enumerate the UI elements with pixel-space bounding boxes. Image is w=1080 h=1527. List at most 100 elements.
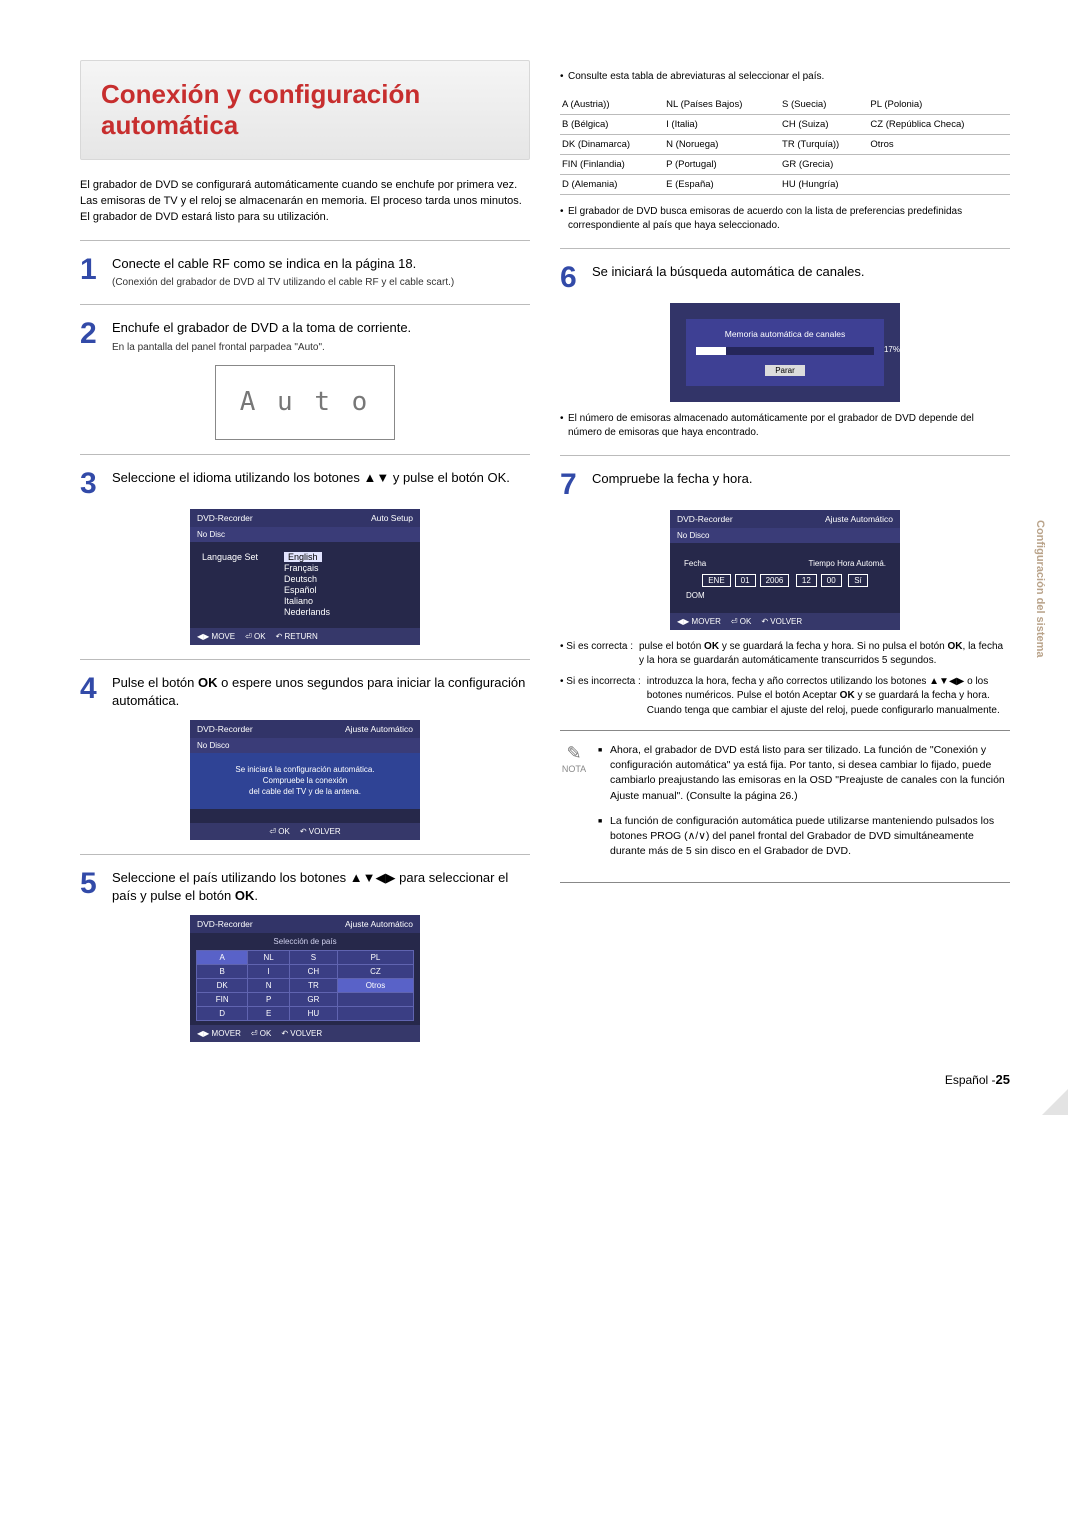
osd-hint: ⏎ OK — [251, 1029, 271, 1038]
osd-disc-bar: No Disco — [190, 738, 420, 753]
osd-hint: ◀▶ MOVE — [197, 632, 235, 641]
osd-subtitle: Ajuste Automático — [345, 724, 413, 734]
osd-autosetup: DVD-Recorder Ajuste Automático No Disco S… — [190, 720, 420, 840]
step-number: 6 — [560, 263, 584, 293]
divider — [80, 304, 530, 305]
osd-hint: ◀▶ MOVER — [677, 617, 721, 626]
step-sub: (Conexión del grabador de DVD al TV util… — [112, 276, 530, 290]
date-field: ENE — [702, 574, 730, 587]
osd-country: DVD-Recorder Ajuste Automático Selección … — [190, 915, 420, 1042]
step-lead: Se iniciará la búsqueda automática de ca… — [592, 263, 1010, 281]
step-number: 1 — [80, 255, 104, 290]
osd-title: DVD-Recorder — [677, 514, 733, 524]
auto-field: Sí — [848, 574, 868, 587]
divider — [560, 455, 1010, 456]
osd-label: Language Set — [202, 552, 262, 562]
osd-date: DVD-RecorderAjuste Automático No Disco F… — [670, 510, 900, 630]
osd-hint: ⏎ OK — [245, 632, 265, 641]
note-icon: ✎ — [560, 743, 588, 764]
note-item: La función de configuración automática p… — [598, 814, 1010, 860]
progress-pct: 17% — [884, 345, 900, 354]
divider — [80, 854, 530, 855]
page-columns: Conexión y configuración automática El g… — [80, 60, 1010, 1052]
note-item: Ahora, el grabador de DVD está listo par… — [598, 743, 1010, 804]
divider — [80, 454, 530, 455]
time-field: 12 — [796, 574, 817, 587]
step-lead: Conecte el cable RF como se indica en la… — [112, 255, 530, 273]
step-1: 1 Conecte el cable RF como se indica en … — [80, 255, 530, 290]
step-4: 4 Pulse el botón OK o espere unos segund… — [80, 674, 530, 710]
step-lead: Enchufe el grabador de DVD a la toma de … — [112, 319, 530, 337]
country-table: ANLSPL BICHCZ DKNTROtros FINPGR DEHU — [196, 950, 414, 1021]
osd-hint: ⏎ OK — [731, 617, 751, 626]
date-field: 01 — [735, 574, 756, 587]
scan-title: Memoria automática de canales — [696, 329, 874, 339]
step-lead: Pulse el botón OK o espere unos segundos… — [112, 674, 530, 710]
step-number: 3 — [80, 469, 104, 499]
incorrect-text: introduzca la hora, fecha y año correcto… — [647, 675, 1010, 719]
osd-subtitle: Auto Setup — [371, 513, 413, 523]
bullet-text: El grabador de DVD busca emisoras de acu… — [560, 205, 1010, 234]
lang-option: Español — [284, 585, 317, 595]
osd-title: DVD-Recorder — [197, 919, 253, 929]
note-block: ✎NOTA Ahora, el grabador de DVD está lis… — [560, 743, 1010, 870]
lang-option: Deutsch — [284, 574, 317, 584]
time-field: 00 — [821, 574, 842, 587]
osd-title: DVD-Recorder — [197, 724, 253, 734]
step-7: 7 Compruebe la fecha y hora. — [560, 470, 1010, 500]
page-footer: Español -25 — [80, 1072, 1010, 1087]
step-lead: Seleccione el idioma utilizando los boto… — [112, 469, 530, 487]
correct-block: • Si es correcta : pulse el botón OK y s… — [560, 640, 1010, 669]
step-number: 5 — [80, 869, 104, 905]
osd-disc-bar: No Disco — [670, 528, 900, 543]
osd-hint: ◀▶ MOVER — [197, 1029, 241, 1038]
osd-hint: ⏎ OK — [269, 827, 289, 836]
date-field: 2006 — [760, 574, 790, 587]
step-number: 4 — [80, 674, 104, 710]
step-lead: Seleccione el país utilizando los botone… — [112, 869, 530, 905]
dow: DOM — [686, 591, 884, 600]
right-column: Consulte esta tabla de abreviaturas al s… — [560, 60, 1010, 1052]
step-number: 7 — [560, 470, 584, 500]
note-label: NOTA — [560, 764, 588, 774]
side-tab: Configuración del sistema — [1034, 520, 1046, 658]
page-corner-icon — [1042, 1089, 1068, 1115]
step-6: 6 Se iniciará la búsqueda automática de … — [560, 263, 1010, 293]
intro-text: El grabador de DVD se configurará automá… — [80, 178, 530, 226]
lang-option: Nederlands — [284, 607, 330, 617]
osd-message: Se iniciará la configuración automática.… — [190, 753, 420, 809]
osd-language: DVD-Recorder Auto Setup No Disc Language … — [190, 509, 420, 645]
front-panel-display: A u t o — [215, 365, 395, 440]
osd-hint: ↶ VOLVER — [281, 1029, 322, 1038]
osd-subtitle: Ajuste Automático — [345, 919, 413, 929]
divider — [560, 248, 1010, 249]
step-5: 5 Seleccione el país utilizando los boto… — [80, 869, 530, 905]
title-box: Conexión y configuración automática — [80, 60, 530, 160]
step-number: 2 — [80, 319, 104, 354]
osd-hint: ↶ VOLVER — [761, 617, 802, 626]
step-3: 3 Seleccione el idioma utilizando los bo… — [80, 469, 530, 499]
page-title: Conexión y configuración automática — [101, 79, 509, 141]
step-sub: En la pantalla del panel frontal parpade… — [112, 341, 530, 355]
correct-text: pulse el botón OK y se guardará la fecha… — [639, 640, 1010, 669]
divider — [560, 730, 1010, 731]
osd-label: Selección de país — [196, 937, 414, 946]
lang-option: English — [284, 552, 322, 562]
lang-option: Français — [284, 563, 319, 573]
osd-title: DVD-Recorder — [197, 513, 253, 523]
lang-option: Italiano — [284, 596, 313, 606]
left-column: Conexión y configuración automática El g… — [80, 60, 530, 1052]
osd-scan: Memoria automática de canales 17% Parar — [670, 303, 900, 402]
stop-button: Parar — [765, 365, 805, 376]
osd-disc-bar: No Disc — [190, 527, 420, 542]
step-2: 2 Enchufe el grabador de DVD a la toma d… — [80, 319, 530, 354]
step-lead: Compruebe la fecha y hora. — [592, 470, 1010, 488]
incorrect-block: • Si es incorrecta : introduzca la hora,… — [560, 675, 1010, 719]
osd-hint: ↶ VOLVER — [300, 827, 341, 836]
divider — [80, 659, 530, 660]
divider — [560, 882, 1010, 883]
bullet-text: El número de emisoras almacenado automát… — [560, 412, 1010, 441]
progress-bar: 17% — [696, 347, 874, 355]
osd-subtitle: Ajuste Automático — [825, 514, 893, 524]
abbr-intro: Consulte esta tabla de abreviaturas al s… — [560, 70, 1010, 85]
